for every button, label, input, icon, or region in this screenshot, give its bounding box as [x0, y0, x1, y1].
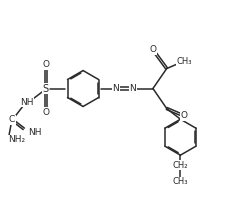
Text: N: N — [129, 84, 136, 93]
Text: O: O — [42, 60, 49, 69]
Text: C: C — [9, 115, 15, 124]
Text: O: O — [42, 108, 49, 117]
Text: NH: NH — [20, 98, 34, 107]
Text: N: N — [112, 84, 118, 93]
Text: CH₂: CH₂ — [172, 161, 188, 170]
Text: NH: NH — [28, 128, 42, 137]
Text: S: S — [42, 83, 48, 94]
Text: CH₃: CH₃ — [176, 57, 191, 66]
Text: O: O — [180, 112, 187, 120]
Text: NH₂: NH₂ — [8, 135, 25, 144]
Text: CH₃: CH₃ — [172, 177, 188, 186]
Text: O: O — [149, 45, 156, 54]
